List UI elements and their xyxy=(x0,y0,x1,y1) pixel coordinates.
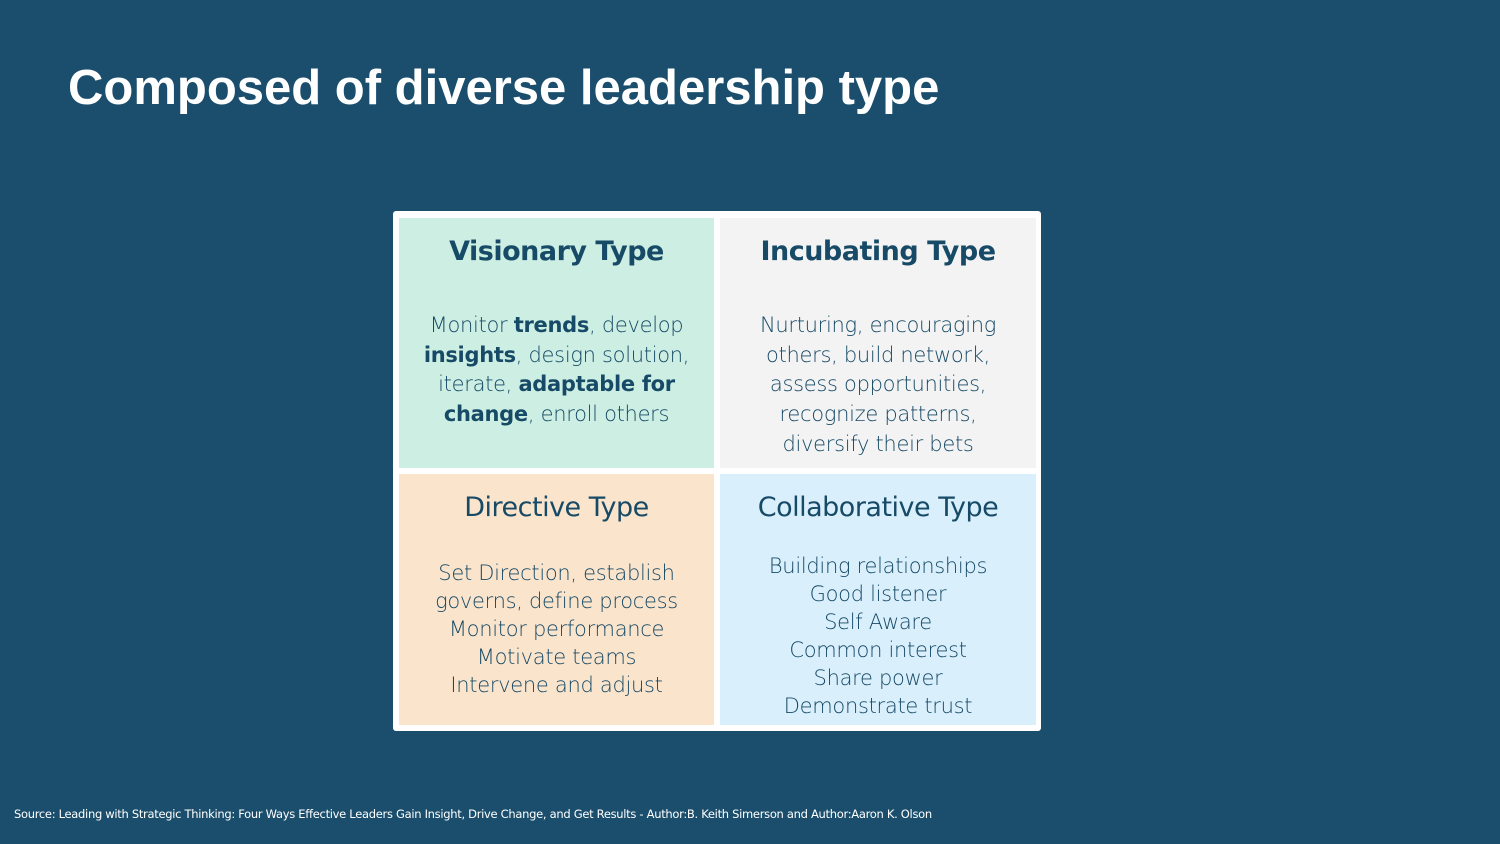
quadrant-line: insights, design solution, xyxy=(399,341,714,371)
quadrant-line: diversify their bets xyxy=(782,431,974,456)
quadrant-directive: Directive Type Set Direction, establish g… xyxy=(399,474,714,725)
quadrant-visionary: Visionary Type Monitor trends, develop in… xyxy=(399,218,714,468)
text-segment: , design solution, xyxy=(515,342,690,367)
quadrant-body: Monitor trends, develop insights, design … xyxy=(399,311,714,430)
quadrant-line: Nurturing, encouraging xyxy=(759,313,997,337)
quadrant-line: Common interest xyxy=(789,638,967,662)
quadrant-line: governs, define process xyxy=(435,589,678,613)
quadrant-heading: Collaborative Type xyxy=(757,492,999,523)
quadrant-line: Demonstrate trust xyxy=(783,694,973,718)
text-segment: , enroll others xyxy=(527,402,670,427)
emphasis-text: insights xyxy=(423,342,516,367)
quadrant-line: others, build network, xyxy=(766,342,990,367)
quadrant-line: Good listener xyxy=(809,582,947,606)
text-segment: iterate, xyxy=(438,372,519,397)
quadrant-line: iterate, adaptable for xyxy=(399,370,714,400)
text-segment: , develop xyxy=(589,313,684,337)
quadrant-collaborative: Collaborative Type Building relationship… xyxy=(720,474,1036,725)
quadrant-line: change, enroll others xyxy=(399,400,714,430)
quadrant-line: recognize patterns, xyxy=(779,402,977,427)
slide-title: Composed of diverse leadership type xyxy=(68,61,940,115)
quadrant-line: Monitor trends, develop xyxy=(399,311,714,341)
quadrant-line: Self Aware xyxy=(824,610,932,634)
quadrant-line: Intervene and adjust xyxy=(450,673,663,697)
quadrant-heading: Incubating Type xyxy=(760,236,996,267)
quadrant-heading: Directive Type xyxy=(464,492,649,523)
quadrant-line: Monitor performance xyxy=(448,617,665,641)
quadrant-body: Building relationships Good listener Self … xyxy=(720,552,1036,720)
quadrant-line: Share power xyxy=(813,666,943,690)
leadership-type-grid: Visionary Type Monitor trends, develop in… xyxy=(393,211,1041,731)
emphasis-text: trends xyxy=(513,313,590,337)
quadrant-line: Building relationships xyxy=(768,554,988,578)
quadrant-line: Motivate teams xyxy=(476,645,637,669)
emphasis-text: change xyxy=(443,402,528,427)
quadrant-heading: Visionary Type xyxy=(449,236,664,267)
quadrant-line: assess opportunities, xyxy=(769,372,987,397)
quadrant-line: Set Direction, establish xyxy=(438,561,675,585)
text-segment: Monitor xyxy=(429,313,514,337)
quadrant-incubating: Incubating Type Nurturing, encouraging ot… xyxy=(720,218,1036,468)
emphasis-text: adaptable for xyxy=(518,372,675,397)
quadrant-body: Set Direction, establish governs, define … xyxy=(399,559,714,699)
source-citation: Source: Leading with Strategic Thinking:… xyxy=(14,807,932,821)
quadrant-body: Nurturing, encouraging others, build netw… xyxy=(720,311,1036,460)
